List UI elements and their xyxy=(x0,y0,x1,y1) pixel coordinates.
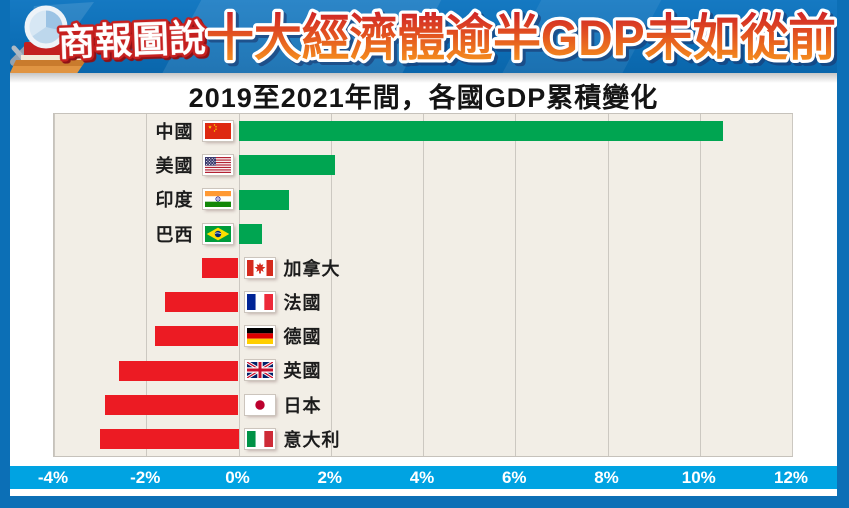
country-label: 日本 xyxy=(283,395,322,416)
country-label: 美國 xyxy=(155,156,194,177)
gridline xyxy=(54,114,55,456)
chart-row-italy: 意大利 xyxy=(243,422,341,456)
main-title-graphic: 十大經濟體逾半GDP未如從前 xyxy=(203,7,840,70)
chart-row-france: 法國 xyxy=(243,285,322,319)
country-label: 中國 xyxy=(155,122,194,143)
chart-bar-usa xyxy=(238,155,336,176)
chart-bar-italy xyxy=(100,428,239,449)
chart-bar-uk xyxy=(118,360,239,381)
flag-china-icon xyxy=(201,120,234,143)
x-tick-label: -4% xyxy=(37,468,69,487)
chart-bar-china xyxy=(238,121,723,142)
frame-border-bottom xyxy=(0,496,849,508)
x-tick-label: 0% xyxy=(225,468,250,487)
page-title: 十大經濟體逾半GDP未如從前 xyxy=(206,10,836,66)
chart-bar-japan xyxy=(104,394,239,415)
country-label: 法國 xyxy=(283,293,322,314)
x-tick-label: -2% xyxy=(130,468,161,487)
frame-border-right xyxy=(837,0,849,508)
flag-germany-icon xyxy=(243,325,276,348)
gridline xyxy=(146,114,148,456)
flag-india-icon xyxy=(201,188,234,211)
flag-uk-icon xyxy=(243,359,276,382)
chart-bar-germany xyxy=(155,326,239,347)
country-label: 加拿大 xyxy=(283,258,341,279)
country-label: 意大利 xyxy=(283,429,341,450)
chart-row-india: 印度 xyxy=(155,182,234,216)
gridline xyxy=(423,114,424,456)
chart-bar-france xyxy=(164,292,239,313)
plot-area: 中國美國印度巴西加拿大法國德國英國日本意大利 xyxy=(53,113,793,457)
chart-row-germany: 德國 xyxy=(243,319,322,353)
flag-japan-icon xyxy=(243,393,276,416)
x-tick-label: 6% xyxy=(501,468,527,487)
flag-france-icon xyxy=(243,291,276,314)
country-label: 英國 xyxy=(283,361,322,382)
country-label: 德國 xyxy=(283,327,322,348)
chart-row-canada: 加拿大 xyxy=(243,251,341,285)
chart-bar-india xyxy=(238,189,290,210)
publication-logo: 商報圖說 xyxy=(9,2,209,73)
gridline xyxy=(792,114,793,456)
chart-row-japan: 日本 xyxy=(243,388,322,422)
country-label: 巴西 xyxy=(155,224,194,245)
flag-usa-icon xyxy=(201,154,234,177)
logo-text: 商報圖說 xyxy=(57,17,206,63)
x-tick-label: 10% xyxy=(681,468,716,487)
x-tick-label: 2% xyxy=(317,468,343,487)
flag-italy-icon xyxy=(243,427,276,450)
gridline xyxy=(699,114,701,456)
magnifier-books-icon xyxy=(9,2,94,73)
gridline xyxy=(607,114,609,456)
chart-bar-canada xyxy=(201,257,239,278)
header-banner: 商報圖說 十大經濟體逾半GDP未如從前 xyxy=(0,0,849,73)
chart-row-uk: 英國 xyxy=(243,353,322,387)
chart-title: 2019至2021年間，各國GDP累積變化 xyxy=(188,83,659,113)
x-tick-label: 12% xyxy=(773,468,809,487)
header-drop-shadow xyxy=(10,73,837,83)
x-tick-label: 8% xyxy=(594,468,619,487)
chart-bar-brazil xyxy=(238,223,262,244)
chart-row-china: 中國 xyxy=(155,114,234,148)
chart-row-usa: 美國 xyxy=(155,148,234,182)
gridline xyxy=(330,114,332,456)
flag-canada-icon xyxy=(243,256,276,279)
x-axis-band: -4% -2% 0% 2% 4% 6% 8% 10% 12% xyxy=(10,466,837,489)
x-tick-label: 4% xyxy=(409,468,435,487)
frame-border-left xyxy=(0,0,10,508)
gridline xyxy=(515,114,517,456)
flag-brazil-icon xyxy=(201,222,234,245)
gridline xyxy=(238,114,240,456)
chart-row-brazil: 巴西 xyxy=(155,217,234,251)
country-label: 印度 xyxy=(155,190,194,211)
